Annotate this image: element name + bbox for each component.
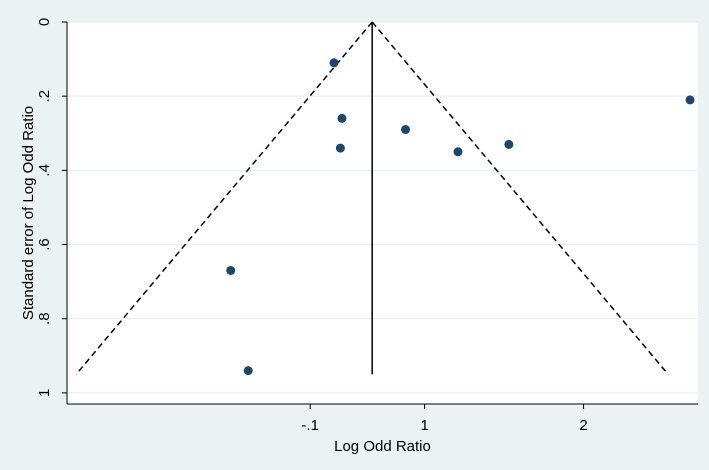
data-point [335, 143, 345, 153]
plot-area [67, 22, 698, 404]
y-tick-label: 0 [36, 18, 53, 26]
x-tick-label: 2 [579, 417, 587, 434]
x-tick-label: -.1 [301, 417, 319, 434]
data-point [401, 125, 411, 135]
y-tick-label: .4 [36, 164, 53, 177]
upper-confidence-limit-line [371, 21, 669, 375]
y-tick-label: .6 [36, 238, 53, 251]
tick-labels: 0 .2 .4 .6 .8 1 -.1 1 2 [36, 18, 588, 434]
y-tick-label: .2 [36, 90, 53, 103]
data-point [226, 265, 236, 275]
data-point [453, 147, 463, 157]
y-tick-label: 1 [36, 389, 53, 397]
axes [62, 21, 698, 409]
data-point [685, 95, 695, 105]
y-axis-title: Standard error of Log Odd Ratio [20, 106, 37, 320]
grid-lines [67, 21, 698, 394]
y-tick-label: .8 [36, 312, 53, 325]
data-point [329, 58, 339, 68]
lower-confidence-limit-line [75, 21, 373, 375]
x-tick-label: 1 [420, 417, 428, 434]
data-points [226, 58, 695, 376]
funnel-lines [75, 21, 669, 375]
data-point [504, 139, 514, 149]
data-point [243, 366, 253, 376]
data-point [337, 113, 347, 123]
x-axis-title: Log Odd Ratio [334, 438, 431, 455]
